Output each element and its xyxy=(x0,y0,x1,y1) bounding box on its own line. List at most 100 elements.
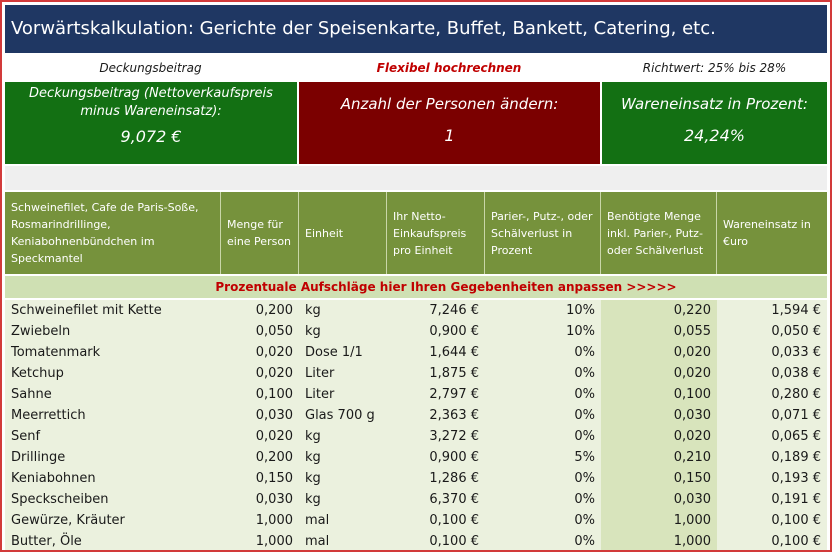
wareneinsatz-cell: 0,100 € xyxy=(717,510,827,531)
wareneinsatz-cell: 0,100 € xyxy=(717,531,827,550)
ingredient-name-cell[interactable]: Gewürze, Kräuter xyxy=(5,510,221,531)
einheit-cell[interactable]: Liter xyxy=(299,363,387,384)
ingredient-name-cell[interactable]: Senf xyxy=(5,426,221,447)
einheit-cell[interactable]: kg xyxy=(299,489,387,510)
einheit-cell[interactable]: Liter xyxy=(299,384,387,405)
einkaufspreis-cell[interactable]: 3,272 € xyxy=(387,426,485,447)
table-row: Keniabohnen 0,150 kg 1,286 €0% 0,150 0,193 € xyxy=(5,468,827,489)
table-row: Drillinge 0,200 kg 0,900 €5% 0,210 0,189 € xyxy=(5,447,827,468)
einheit-cell[interactable]: kg xyxy=(299,300,387,321)
adjust-banner: Prozentuale Aufschläge hier Ihren Gegebe… xyxy=(5,276,827,298)
header-einheit: Einheit xyxy=(299,192,387,274)
einheit-cell[interactable]: mal xyxy=(299,510,387,531)
menge-cell[interactable]: 0,020 xyxy=(221,342,299,363)
ingredient-name-cell[interactable]: Ketchup xyxy=(5,363,221,384)
verlust-cell[interactable]: 0% xyxy=(485,531,601,550)
menge-cell[interactable]: 0,020 xyxy=(221,426,299,447)
einkaufspreis-cell[interactable]: 1,644 € xyxy=(387,342,485,363)
benoetigte-menge-cell: 0,220 xyxy=(601,300,717,321)
einheit-cell[interactable]: kg xyxy=(299,468,387,489)
benoetigte-menge-cell: 1,000 xyxy=(601,531,717,550)
table-row: Speckscheiben 0,030 kg 6,370 €0% 0,030 0,191 … xyxy=(5,489,827,510)
benoetigte-menge-cell: 0,055 xyxy=(601,321,717,342)
table-row: Sahne 0,100 Liter 2,797 €0% 0,100 0,280 € xyxy=(5,384,827,405)
menge-cell[interactable]: 0,030 xyxy=(221,405,299,426)
menge-cell[interactable]: 0,200 xyxy=(221,300,299,321)
verlust-cell[interactable]: 0% xyxy=(485,363,601,384)
einkaufspreis-cell[interactable]: 1,875 € xyxy=(387,363,485,384)
benoetigte-menge-cell: 0,210 xyxy=(601,447,717,468)
wareneinsatz-cell: 1,594 € xyxy=(717,300,827,321)
table-row: Butter, Öle 1,000 mal 0,100 €0% 1,000 0,100 € xyxy=(5,531,827,550)
ingredient-name-cell[interactable]: Sahne xyxy=(5,384,221,405)
menge-cell[interactable]: 0,200 xyxy=(221,447,299,468)
einkaufspreis-cell[interactable]: 2,363 € xyxy=(387,405,485,426)
benoetigte-menge-cell: 0,020 xyxy=(601,426,717,447)
benoetigte-menge-cell: 0,020 xyxy=(601,363,717,384)
einkaufspreis-cell[interactable]: 0,900 € xyxy=(387,321,485,342)
verlust-cell[interactable]: 0% xyxy=(485,426,601,447)
personen-label: Anzahl der Personen ändern: xyxy=(340,95,559,113)
wareneinsatz-cell: 0,038 € xyxy=(717,363,827,384)
menge-cell[interactable]: 0,050 xyxy=(221,321,299,342)
menge-cell[interactable]: 1,000 xyxy=(221,531,299,550)
menge-cell[interactable]: 0,020 xyxy=(221,363,299,384)
ingredient-name-cell[interactable]: Butter, Öle xyxy=(5,531,221,550)
ingredient-name-cell[interactable]: Tomatenmark xyxy=(5,342,221,363)
info-flexibel-label: Flexibel hochrechnen xyxy=(376,61,522,75)
wareneinsatz-cell: 0,191 € xyxy=(717,489,827,510)
verlust-cell[interactable]: 5% xyxy=(485,447,601,468)
wareneinsatz-cell: 0,189 € xyxy=(717,447,827,468)
spacer-row xyxy=(5,166,827,190)
menge-cell[interactable]: 1,000 xyxy=(221,510,299,531)
einkaufspreis-cell[interactable]: 7,246 € xyxy=(387,300,485,321)
verlust-cell[interactable]: 0% xyxy=(485,342,601,363)
ingredient-table: Schweinefilet mit Kette 0,200 kg 7,246 €10%… xyxy=(5,300,827,550)
einkaufspreis-cell[interactable]: 0,900 € xyxy=(387,447,485,468)
einheit-cell[interactable]: kg xyxy=(299,447,387,468)
verlust-cell[interactable]: 0% xyxy=(485,489,601,510)
menge-cell[interactable]: 0,100 xyxy=(221,384,299,405)
ingredient-name-cell[interactable]: Drillinge xyxy=(5,447,221,468)
wareneinsatz-cell: 0,050 € xyxy=(717,321,827,342)
ingredient-name-cell[interactable]: Meerrettich xyxy=(5,405,221,426)
header-benoetigte-menge: Benötigte Menge inkl. Parier-, Putz- ode… xyxy=(601,192,717,274)
ingredient-name-cell[interactable]: Speckscheiben xyxy=(5,489,221,510)
personen-value-cell[interactable]: 1 xyxy=(444,126,455,145)
verlust-cell[interactable]: 0% xyxy=(485,405,601,426)
menge-cell[interactable]: 0,030 xyxy=(221,489,299,510)
table-row: Gewürze, Kräuter 1,000 mal 0,100 €0% 1,000 0,… xyxy=(5,510,827,531)
menge-cell[interactable]: 0,150 xyxy=(221,468,299,489)
ingredient-name-cell[interactable]: Keniabohnen xyxy=(5,468,221,489)
verlust-cell[interactable]: 10% xyxy=(485,300,601,321)
verlust-cell[interactable]: 10% xyxy=(485,321,601,342)
einheit-cell[interactable]: Dose 1/1 xyxy=(299,342,387,363)
header-einkaufspreis: Ihr Netto-Einkaufspreis pro Einheit xyxy=(387,192,485,274)
verlust-cell[interactable]: 0% xyxy=(485,384,601,405)
verlust-cell[interactable]: 0% xyxy=(485,468,601,489)
einheit-cell[interactable]: Glas 700 g xyxy=(299,405,387,426)
einheit-cell[interactable]: kg xyxy=(299,426,387,447)
benoetigte-menge-cell: 0,030 xyxy=(601,489,717,510)
table-header: Schweinefilet, Cafe de Paris-Soße, Rosma… xyxy=(5,192,827,274)
header-menge: Menge für eine Person xyxy=(221,192,299,274)
einkaufspreis-cell[interactable]: 2,797 € xyxy=(387,384,485,405)
einkaufspreis-cell[interactable]: 0,100 € xyxy=(387,510,485,531)
einheit-cell[interactable]: kg xyxy=(299,321,387,342)
ingredient-name-cell[interactable]: Schweinefilet mit Kette xyxy=(5,300,221,321)
table-row: Senf 0,020 kg 3,272 €0% 0,020 0,065 € xyxy=(5,426,827,447)
einkaufspreis-cell[interactable]: 1,286 € xyxy=(387,468,485,489)
einkaufspreis-cell[interactable]: 0,100 € xyxy=(387,531,485,550)
header-gericht: Schweinefilet, Cafe de Paris-Soße, Rosma… xyxy=(5,192,221,274)
personen-box[interactable]: Anzahl der Personen ändern: 1 xyxy=(299,82,600,164)
einheit-cell[interactable]: mal xyxy=(299,531,387,550)
verlust-cell[interactable]: 0% xyxy=(485,510,601,531)
benoetigte-menge-cell: 1,000 xyxy=(601,510,717,531)
header-wareneinsatz: Wareneinsatz in €uro xyxy=(723,218,811,248)
page-title: Vorwärtskalkulation: Gerichte der Speise… xyxy=(5,5,827,53)
header-verlust: Parier-, Putz-, oder Schälverlust in Pro… xyxy=(485,192,601,274)
einkaufspreis-cell[interactable]: 6,370 € xyxy=(387,489,485,510)
ingredient-name-cell[interactable]: Zwiebeln xyxy=(5,321,221,342)
table-row: Schweinefilet mit Kette 0,200 kg 7,246 €10%… xyxy=(5,300,827,321)
wareneinsatz-cell: 0,071 € xyxy=(717,405,827,426)
